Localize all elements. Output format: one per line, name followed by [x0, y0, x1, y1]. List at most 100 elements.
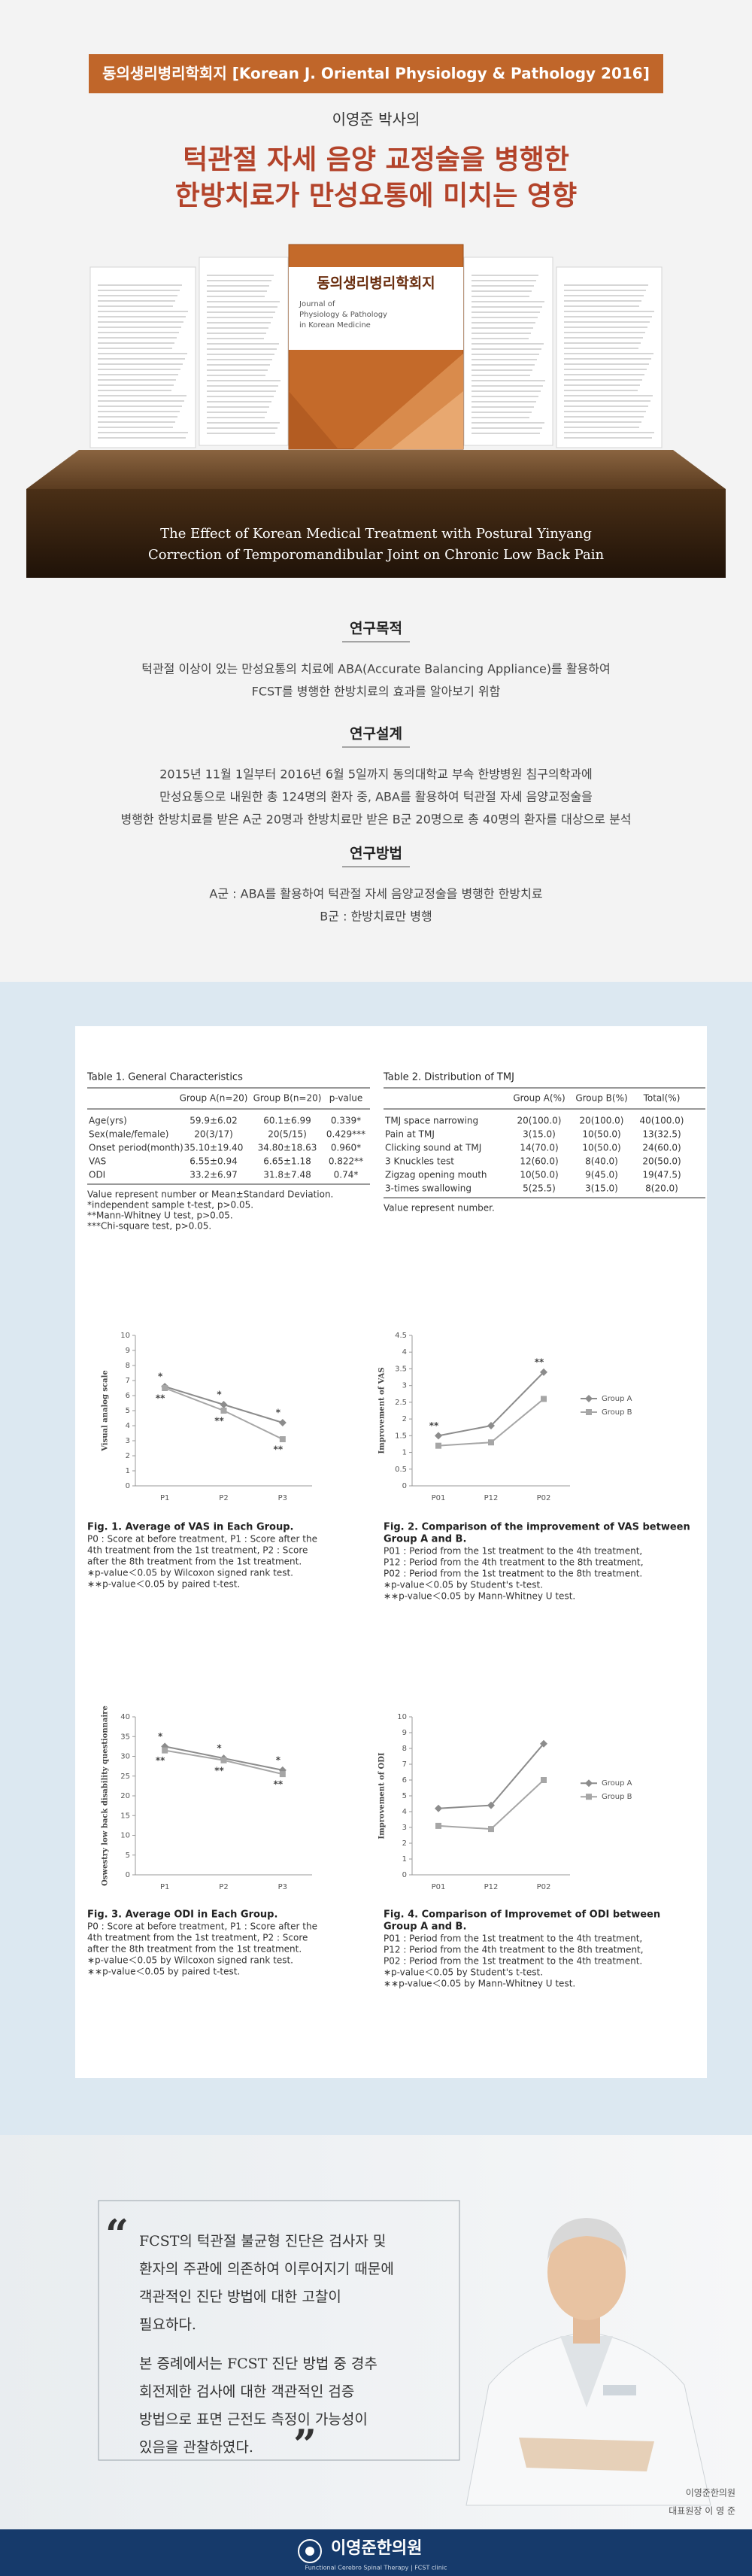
- figure-note: ∗∗p-value＜0.05 by Mann-Whitney U test.: [384, 1979, 575, 1989]
- y-tick-label: 6: [126, 1392, 130, 1400]
- table-cell: 12(60.0): [520, 1156, 558, 1167]
- quote-line: 필요하다.: [139, 2316, 196, 2333]
- x-tick-label: P1: [160, 1883, 169, 1891]
- table-header: p-value: [329, 1093, 362, 1104]
- table-cell: Onset period(month): [89, 1143, 183, 1153]
- quote-line: 방법으로 표면 근전도 측정이 가능성이: [139, 2411, 368, 2428]
- table-cell: 14(70.0): [520, 1143, 558, 1153]
- results-card: [75, 1026, 707, 2078]
- title-line: 한방치료가 만성요통에 미치는 영향: [175, 181, 577, 211]
- table-header: Total(%): [643, 1093, 681, 1104]
- y-tick-label: 7: [402, 1760, 407, 1769]
- significance-mark: *: [217, 1743, 222, 1754]
- figure-note: P12 : Period from the 4th treatment to t…: [384, 1557, 644, 1568]
- quote-mark: ”: [293, 2420, 317, 2468]
- table-cell: TMJ space narrowing: [384, 1116, 478, 1126]
- y-tick-label: 0: [402, 1871, 407, 1879]
- point-marker: [162, 1747, 168, 1754]
- figure-note: ∗p-value＜0.05 by Wilcoxon signed rank te…: [87, 1955, 293, 1966]
- y-tick-label: 5: [126, 1852, 130, 1860]
- figure-title: Fig. 3. Average ODI in Each Group.: [87, 1909, 277, 1921]
- figure-note: P0 : Score at before treatment, P1 : Sco…: [87, 1921, 317, 1932]
- quote-line: 객관적인 진단 방법에 대한 고찰이: [139, 2289, 341, 2305]
- table-cell: 33.2±6.97: [190, 1170, 238, 1180]
- logo-mark: [305, 2547, 314, 2556]
- section-text: 2015년 11월 1일부터 2016년 6월 5일까지 동의대학교 부속 한방…: [159, 767, 593, 782]
- table-cell: 0.822**: [329, 1156, 363, 1167]
- journal-pages: [89, 257, 663, 448]
- x-tick-label: P2: [219, 1883, 228, 1891]
- table-cell: 3(15.0): [585, 1183, 618, 1194]
- doctor-clinic: 이영준한의원: [686, 2488, 735, 2499]
- footer-tagline: Functional Cerebro Spinal Therapy | FCST…: [305, 2565, 447, 2571]
- point-marker: [541, 1396, 547, 1402]
- x-tick-label: P01: [432, 1494, 446, 1502]
- y-tick-label: 8: [402, 1745, 407, 1753]
- cover-title: 동의생리병리학회지: [317, 275, 435, 292]
- y-tick-label: 3: [402, 1824, 407, 1832]
- point-marker: [162, 1385, 168, 1391]
- point-marker: [435, 1804, 442, 1812]
- table-cell: 13(32.5): [642, 1129, 681, 1140]
- point-marker: [487, 1801, 495, 1809]
- stage-top: [26, 450, 726, 489]
- y-tick-label: 10: [120, 1332, 130, 1340]
- significance-mark: **: [214, 1765, 224, 1776]
- table-cell: 0.960*: [331, 1143, 361, 1153]
- significance-mark: **: [156, 1393, 165, 1404]
- cover-subtitle: Physiology & Pathology: [299, 311, 387, 319]
- significance-mark: **: [535, 1356, 544, 1367]
- point-marker: [279, 1771, 286, 1778]
- footer-name: 이영준한의원: [331, 2539, 422, 2558]
- y-tick-label: 7: [126, 1377, 130, 1385]
- y-tick-label: 5: [126, 1407, 130, 1415]
- figure-title: Fig. 2. Comparison of the improvement of…: [384, 1522, 690, 1533]
- y-tick-label: 10: [397, 1713, 407, 1721]
- english-title: The Effect of Korean Medical Treatment w…: [160, 526, 592, 542]
- y-tick-label: 2: [126, 1452, 130, 1460]
- table-note: Value represent number.: [384, 1203, 495, 1214]
- figure-note: P12 : Period from the 4th treatment to t…: [384, 1945, 644, 1955]
- y-tick-label: 3: [402, 1382, 407, 1390]
- table-cell: Zigzag opening mouth: [385, 1170, 487, 1180]
- y-tick-label: 15: [120, 1812, 130, 1820]
- point-marker: [487, 1422, 495, 1429]
- x-tick-label: P12: [484, 1494, 499, 1502]
- point-marker: [435, 1432, 442, 1440]
- y-tick-label: 1: [402, 1449, 407, 1457]
- quote-line: FCST의 턱관절 불균형 진단은 검사자 및: [139, 2233, 386, 2249]
- cover-pattern: [391, 391, 463, 449]
- y-tick-label: 0: [126, 1482, 130, 1490]
- y-axis-title: Visual analog scale: [102, 1370, 110, 1452]
- quote-line: 있음을 관찰하였다.: [139, 2439, 253, 2456]
- doctor-photo: [465, 2218, 711, 2506]
- table-cell: 8(20.0): [645, 1183, 678, 1194]
- y-tick-label: 20: [120, 1792, 130, 1800]
- legend-label: Group A: [602, 1779, 632, 1788]
- figure-note: ∗p-value＜0.05 by Wilcoxon signed rank te…: [87, 1568, 293, 1578]
- x-tick-label: P2: [219, 1494, 228, 1502]
- table-cell: 40(100.0): [640, 1116, 684, 1126]
- banner: [89, 54, 663, 93]
- banner-text: 동의생리병리학회지 [Korean J. Oriental Physiology…: [102, 65, 650, 83]
- point-marker: [540, 1739, 547, 1748]
- table-header: Group A(n=20): [180, 1093, 248, 1104]
- figure-note: ∗∗p-value＜0.05 by paired t-test.: [87, 1579, 240, 1590]
- legend-label: Group B: [602, 1793, 632, 1801]
- figure-title: Fig. 1. Average of VAS in Each Group.: [87, 1522, 293, 1533]
- table-cell: 20(100.0): [580, 1116, 624, 1126]
- footer-bar: [0, 2529, 752, 2576]
- point-marker: [488, 1439, 494, 1446]
- y-axis-title: Oswestry low back disability questionnai…: [102, 1706, 110, 1886]
- quote-frame: [98, 2200, 460, 2461]
- quote-line: 본 증례에서는 FCST 진단 방법 중 경추: [139, 2356, 378, 2372]
- table-cell: 0.339*: [331, 1116, 361, 1126]
- section-heading: 연구설계: [350, 726, 402, 743]
- significance-mark: *: [158, 1372, 163, 1382]
- table-cell: 3-times swallowing: [385, 1183, 472, 1194]
- table-header: Group A(%): [513, 1093, 565, 1104]
- table-note: ***Chi-square test, p>0.05.: [87, 1221, 211, 1232]
- table-cell: 59.9±6.02: [190, 1116, 238, 1126]
- table-cell: 9(45.0): [585, 1170, 618, 1180]
